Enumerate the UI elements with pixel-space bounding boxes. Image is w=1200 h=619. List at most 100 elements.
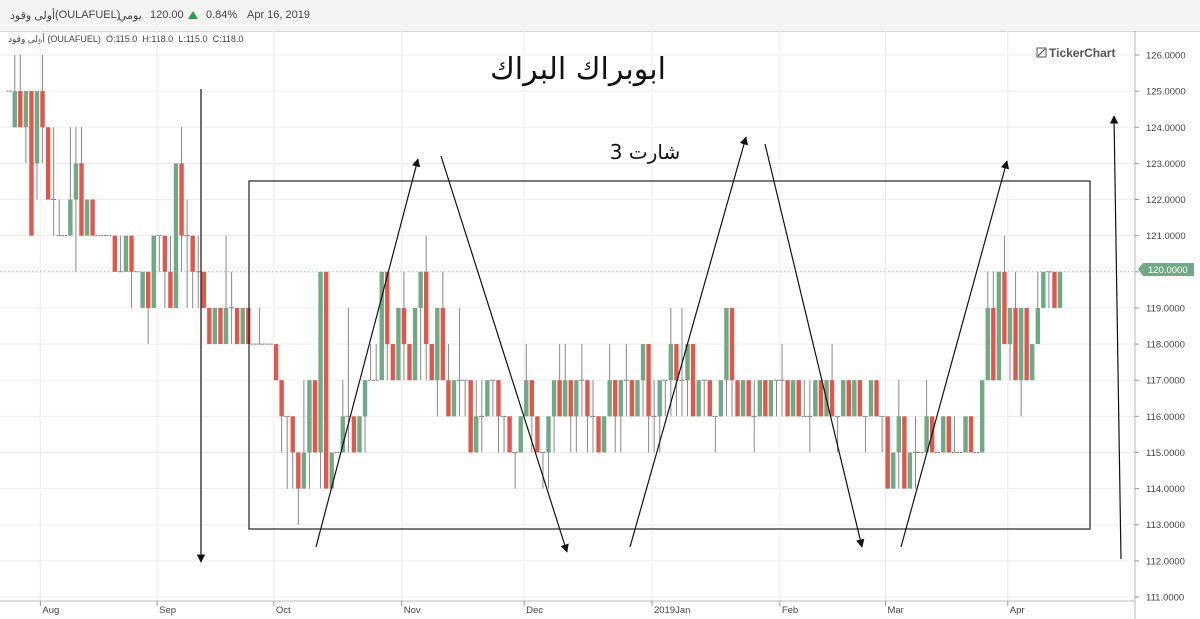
candle-body [601, 416, 607, 453]
candle [690, 344, 696, 417]
candle-body [357, 416, 362, 453]
candle-body [868, 380, 874, 417]
candle [1041, 271, 1046, 308]
candle-body [112, 235, 118, 272]
current-price-tag: 120.0000 [1138, 263, 1194, 276]
candle [757, 380, 762, 417]
candle [1035, 271, 1040, 345]
candle [290, 416, 295, 489]
candle [501, 415, 507, 453]
candle-body [1030, 344, 1035, 381]
candle [385, 271, 390, 381]
candle [563, 344, 568, 417]
candle-body [729, 307, 735, 381]
x-tick-label: Feb [782, 605, 798, 616]
candle [829, 344, 835, 417]
candle [390, 344, 396, 381]
candle-body [757, 380, 762, 417]
candle [168, 235, 173, 308]
candle [329, 452, 334, 489]
candle [1057, 271, 1063, 308]
candle-body [740, 380, 746, 417]
arrow-up-2 [629, 136, 748, 548]
candle-body [985, 307, 990, 381]
candle [951, 416, 958, 453]
y-tick-label: 112.0000 [1146, 556, 1185, 567]
candle-body [718, 380, 724, 417]
x-tick-label: Sep [159, 605, 176, 616]
candle-body [846, 380, 851, 417]
candle [456, 307, 463, 417]
candle [696, 380, 701, 417]
candle [184, 199, 190, 308]
candle [718, 380, 724, 417]
candle [596, 416, 601, 453]
candle [496, 380, 501, 453]
y-tick-label: 125.0000 [1146, 87, 1186, 98]
candle-body [18, 91, 23, 128]
candle [902, 416, 907, 489]
candle [546, 416, 551, 489]
candle-body [507, 416, 512, 453]
candle [207, 307, 212, 345]
candle-body [73, 163, 79, 200]
candle [635, 380, 640, 417]
candle [40, 55, 45, 164]
candle-body [696, 380, 701, 417]
candle [1007, 307, 1013, 381]
candle [862, 415, 869, 453]
candle [996, 271, 1002, 381]
candle [156, 235, 163, 272]
y-tick-label: 126.0000 [1146, 51, 1186, 62]
candle-body [307, 380, 312, 453]
candle-body [885, 416, 890, 489]
candle [1046, 271, 1052, 308]
candle [223, 235, 229, 345]
candle [551, 380, 557, 453]
candle [90, 199, 95, 236]
candle [418, 271, 423, 381]
candle [73, 127, 79, 272]
candle-body [841, 380, 846, 417]
candle [907, 452, 913, 489]
candle [146, 271, 151, 345]
candle-body [218, 307, 223, 345]
candle-body [618, 380, 623, 417]
y-tick-label: 111.0000 [1146, 593, 1184, 604]
candle [662, 379, 668, 417]
candle [629, 380, 635, 417]
candle [284, 415, 290, 489]
candle [740, 380, 746, 417]
candle [607, 344, 612, 417]
annotations [196, 89, 1122, 563]
candle-body [946, 416, 952, 453]
candle-body [768, 380, 774, 417]
y-tick-label: 115.0000 [1146, 448, 1185, 459]
candle [763, 380, 768, 417]
candle [985, 271, 990, 381]
candle [129, 235, 134, 308]
candle [868, 380, 874, 417]
candle [1024, 307, 1029, 381]
candle-body [563, 380, 568, 417]
candle [651, 380, 657, 453]
candle [479, 380, 485, 453]
candle-body [551, 380, 557, 417]
candle [968, 416, 974, 453]
candle-body [435, 307, 440, 381]
candle-body [312, 380, 318, 453]
candle [173, 163, 179, 308]
candle-body [412, 307, 418, 381]
candle-body [1057, 271, 1063, 308]
candle [707, 380, 712, 417]
ohlc-symbol: أولى وقود (OULAFUEL) [8, 34, 101, 44]
price-chart[interactable]: 111.0000 112.0000 113.0000 114.0000 115.0000… [0, 31, 1200, 619]
candle-body [474, 416, 479, 453]
candle-body [763, 380, 768, 417]
candle-body [440, 307, 446, 381]
candle-body [390, 344, 396, 381]
candle [751, 380, 757, 453]
candle [234, 307, 240, 345]
candle-body [190, 235, 195, 272]
candle-body [596, 416, 601, 453]
